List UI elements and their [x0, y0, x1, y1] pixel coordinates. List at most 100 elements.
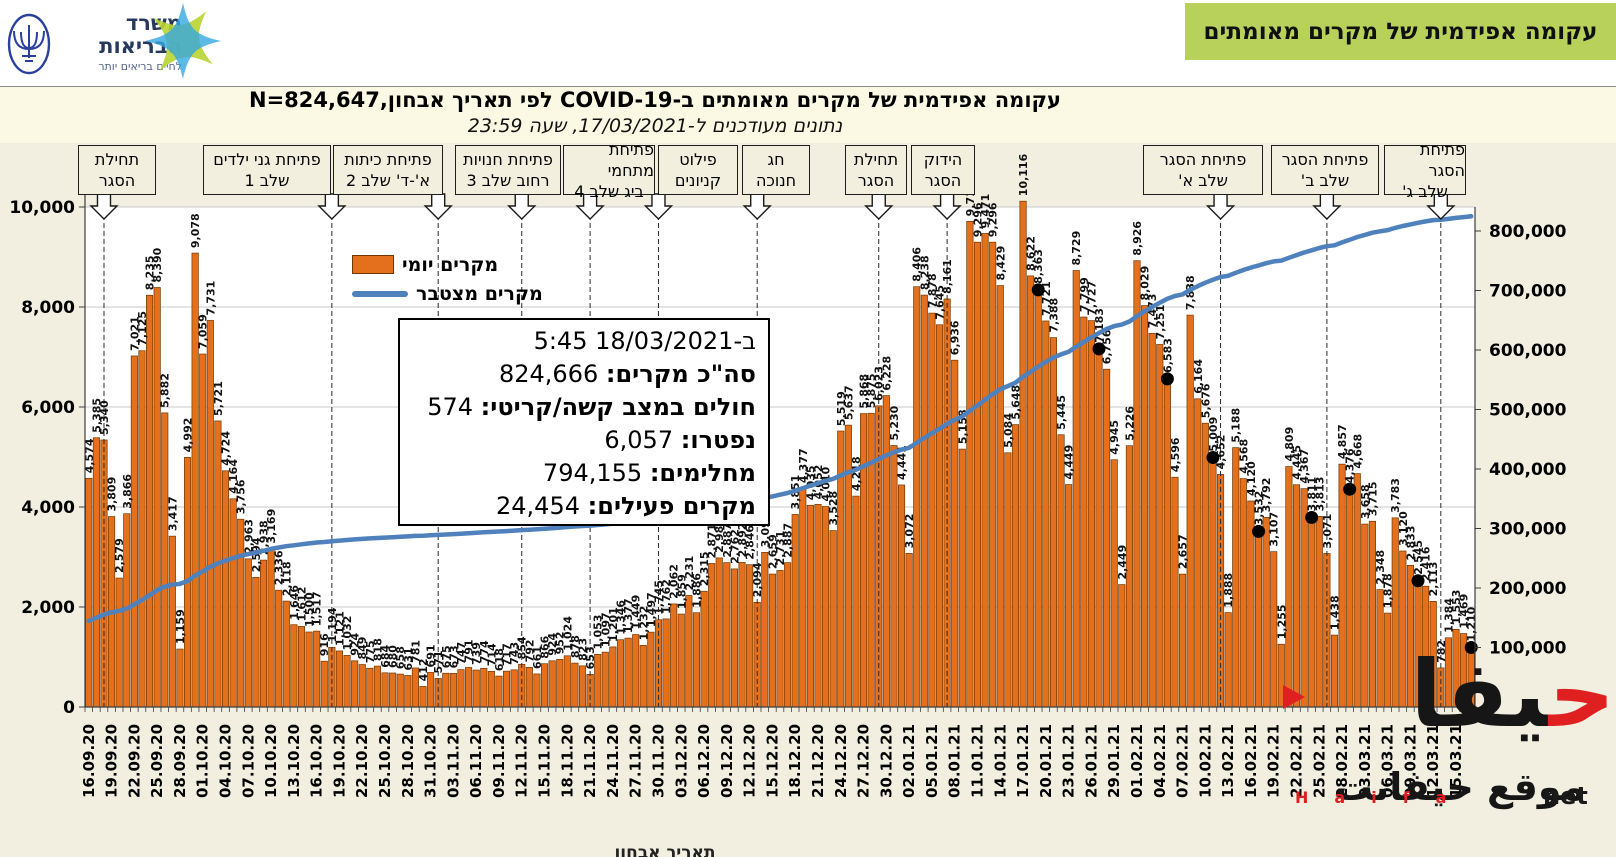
daily-cases-bar: [571, 662, 579, 708]
watermark-brand-latin: Haifa: [1295, 788, 1473, 807]
daily-cases-bar: [647, 631, 655, 708]
daily-cases-bar: [540, 663, 549, 708]
bar-value-label: 3,071: [1321, 514, 1334, 549]
info-deaths: נפטרו: 6,057: [604, 426, 756, 454]
annotation-label-line2: שלב ג': [1402, 181, 1448, 201]
bar-value-label: 5,648: [1009, 385, 1022, 420]
bar-value-label: 2,579: [113, 538, 126, 573]
bar-value-label: 1,194: [326, 607, 339, 642]
bar-value-label: 7,021: [128, 316, 141, 351]
x-axis-tick: 22.10.20: [353, 724, 371, 798]
bar-value-label: 3,417: [166, 496, 179, 531]
daily-cases-bar: [176, 648, 184, 708]
bar-value-label: 823: [577, 638, 590, 661]
x-axis-tick: 19.10.20: [330, 724, 348, 798]
bar-value-label: 4,164: [227, 459, 240, 494]
summary-info-box: ב-18/03/2021 5:45 סה"כ מקרים: 824,666 חו…: [398, 318, 770, 526]
bar-value-label: 2,348: [1374, 550, 1387, 585]
daily-cases-bar: [670, 603, 678, 708]
y-axis-tick-right: 700,000: [1489, 282, 1567, 302]
daily-cases-bar: [715, 557, 723, 708]
bar-value-label: 7,059: [197, 314, 210, 349]
annotation-label-line1: הידוק: [923, 150, 963, 169]
daily-cases-bar: [297, 626, 306, 708]
bar-value-label: 6,583: [1161, 338, 1174, 373]
daily-cases-bar: [616, 639, 625, 708]
bar-value-label: 1,377: [622, 598, 635, 633]
daily-cases-bar: [343, 655, 351, 708]
annotation-box: פתיחת הסגר שלב ב': [1271, 145, 1379, 195]
daily-cases-bar: [1201, 422, 1209, 708]
annotation-label-line2: ביג שלב 4: [574, 181, 644, 201]
bar-value-label: 7,878: [926, 273, 939, 308]
bar-value-label: 8,729: [1070, 231, 1083, 266]
daily-cases-bar: [457, 669, 465, 708]
bar-value-label: 2,315: [698, 551, 711, 586]
bar-value-label: 7,731: [204, 281, 217, 316]
bar-value-label: 3,658: [1359, 484, 1372, 519]
info-updated-at: ב-18/03/2021 5:45: [533, 327, 756, 355]
daily-cases-bar: [973, 241, 982, 708]
bar-value-label: 618: [493, 648, 506, 671]
daily-cases-bar: [373, 665, 381, 708]
x-axis-tick: 29.01.21: [1105, 724, 1123, 798]
bar-value-label: 5,676: [1199, 383, 1212, 418]
bar-value-label: 2,762: [728, 529, 741, 564]
bar-value-label: 782: [1435, 640, 1448, 663]
bar-value-label: 8,406: [911, 247, 924, 282]
bar-value-label: 1,878: [1382, 573, 1395, 608]
annotation-label-line2: הסגר: [857, 171, 895, 190]
daily-cases-bar: [548, 660, 556, 708]
x-axis-tick: 01.10.20: [194, 724, 212, 798]
daily-cases-bar: [1118, 584, 1126, 708]
event-marker-dot: [1160, 372, 1174, 386]
annotation-label-line1: תחילת: [853, 150, 899, 169]
bar-value-label: 3,811: [1306, 477, 1319, 512]
x-axis-tick: 21.11.20: [581, 724, 599, 798]
bar-value-label: 4,596: [1169, 437, 1182, 472]
bar-value-label: 9,296: [987, 202, 1000, 237]
x-axis-tick: 07.10.20: [239, 724, 257, 798]
daily-cases-bar: [1179, 573, 1187, 708]
event-arrow-icon: [317, 193, 347, 220]
info-total-cases: סה"כ מקרים: 824,666: [498, 360, 756, 388]
bar-value-label: 5,637: [842, 385, 855, 420]
annotation-label-line2: חנוכה: [755, 171, 797, 190]
bar-value-label: 2,118: [280, 561, 293, 596]
daily-cases-bar: [829, 530, 837, 708]
daily-cases-bar: [487, 670, 495, 708]
bar-value-label: 4,010: [820, 466, 833, 501]
x-axis-tick: 10.02.21: [1196, 724, 1214, 798]
y-axis-tick-right: 300,000: [1489, 520, 1567, 540]
daily-cases-bar: [905, 553, 913, 708]
bar-value-label: 4,668: [1351, 434, 1364, 469]
bar-value-label: 4,724: [220, 431, 233, 466]
daily-cases-bar: [624, 637, 632, 708]
daily-cases-bar: [822, 506, 830, 708]
daily-cases-bar: [259, 559, 268, 708]
event-arrow-icon: [423, 193, 453, 220]
daily-cases-bar: [996, 285, 1004, 708]
event-arrow-icon: [932, 193, 962, 220]
daily-cases-bar: [1163, 377, 1171, 708]
x-axis-tick: 13.10.20: [285, 724, 303, 798]
x-axis-tick: 03.11.20: [444, 724, 462, 798]
daily-cases-bar: [723, 562, 731, 708]
y-axis-tick-left: 6,000: [21, 398, 75, 418]
x-axis-tick: 30.12.20: [877, 724, 895, 798]
x-axis-tick: 18.11.20: [558, 724, 576, 798]
bar-value-label: 5,340: [98, 400, 111, 435]
bar-value-label: 854: [516, 636, 529, 659]
daily-cases-bar: [1224, 612, 1232, 708]
bar-value-label: 4,376: [1344, 448, 1357, 483]
daily-cases-bar: [495, 675, 503, 708]
bar-value-label: 571: [432, 650, 445, 673]
daily-cases-bar: [465, 667, 473, 708]
bar-value-label: 916: [318, 633, 331, 656]
bar-value-label: 2,336: [273, 550, 286, 585]
bar-value-label: 2,887: [782, 523, 795, 558]
bar-value-label: 5,875: [865, 373, 878, 408]
bar-value-label: 4,377: [797, 448, 810, 483]
daily-cases-bar: [981, 233, 989, 708]
